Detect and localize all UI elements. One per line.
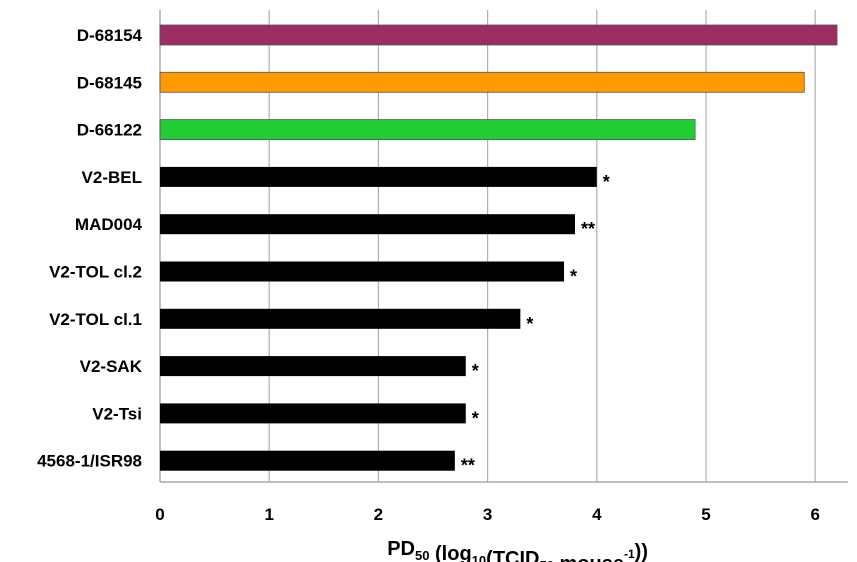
category-labels: D-68154 D-68145 D-66122 V2-BEL MAD004 V2-TOL … — [37, 26, 143, 471]
x-axis-ticks: 0 1 2 3 4 5 6 — [155, 505, 820, 524]
bar-v2-tol-cl-1 — [160, 308, 521, 329]
category-label: D-68154 — [77, 26, 143, 45]
significance-annotation: * — [570, 267, 577, 287]
x-tick-label: 1 — [264, 505, 273, 524]
category-label: V2-Tsi — [92, 404, 142, 423]
bar-d-68154 — [159, 24, 838, 46]
bar-v2-bel — [160, 166, 597, 187]
bars: ********* — [159, 24, 838, 476]
bar-v2-tol-cl-2 — [160, 261, 565, 282]
x-tick-label: 6 — [810, 505, 819, 524]
x-tick-label: 5 — [701, 505, 710, 524]
bar-4568-1-isr98 — [160, 450, 455, 471]
bar-d-68145 — [159, 71, 805, 93]
x-tick-label: 3 — [483, 505, 492, 524]
category-label: V2-SAK — [80, 357, 143, 376]
category-label: D-68145 — [77, 73, 142, 92]
significance-annotation: * — [603, 172, 610, 192]
category-label: D-66122 — [77, 121, 142, 140]
x-tick-label: 2 — [374, 505, 383, 524]
x-axis-title: PD50 (log10(TCID50.mouse-1)) — [387, 538, 648, 562]
x-tick-label: 4 — [592, 505, 602, 524]
significance-annotation: * — [526, 314, 533, 334]
category-label: MAD004 — [75, 215, 143, 234]
bar-d-66122 — [159, 119, 696, 140]
x-tick-label: 0 — [155, 505, 164, 524]
significance-annotation: ** — [581, 219, 595, 239]
significance-annotation: ** — [461, 456, 475, 476]
category-label: V2-TOL cl.2 — [49, 263, 142, 282]
significance-annotation: * — [472, 408, 479, 428]
bar-v2-sak — [160, 356, 466, 377]
category-label: V2-TOL cl.1 — [49, 310, 142, 329]
significance-annotation: * — [472, 361, 479, 381]
category-label: V2-BEL — [82, 168, 142, 187]
bar-v2-tsi — [160, 403, 466, 424]
bar-mad004 — [160, 214, 575, 235]
category-label: 4568-1/ISR98 — [37, 452, 142, 471]
